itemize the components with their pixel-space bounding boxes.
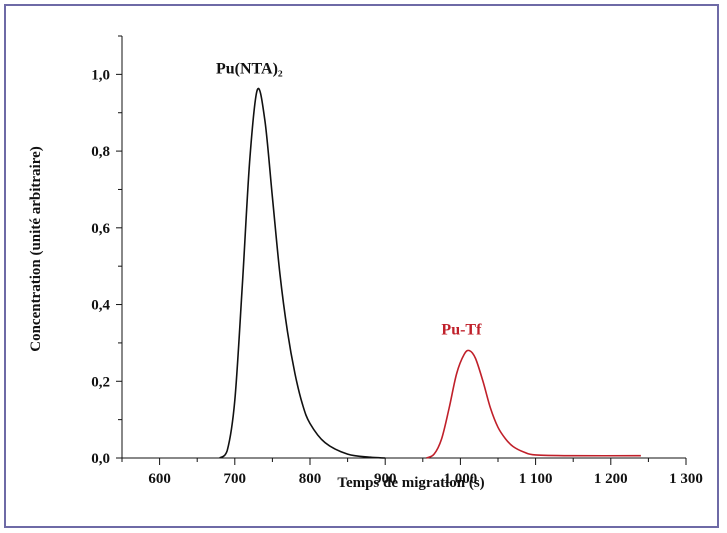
chart-frame: 600 700 800 900 1 000 1 100 1 200 1 300 0,0 0,2 0,… xyxy=(4,4,719,528)
x-tick-label: 900 xyxy=(374,471,397,487)
x-tick-label: 1 200 xyxy=(594,471,628,487)
series-line-1 xyxy=(219,87,386,459)
y-tick-label: 0,2 xyxy=(91,374,110,390)
chart-svg: 600 700 800 900 1 000 1 100 1 200 1 300 0,0 0,2 0,… xyxy=(28,35,703,491)
series-line-2 xyxy=(426,349,641,459)
axes: 600 700 800 900 1 000 1 100 1 200 1 300 0,0 0,2 0,… xyxy=(91,35,703,487)
annotations: Pu(NTA)₂ Pu-Tf xyxy=(216,61,482,339)
x-axis-title: Temps de migration (s) xyxy=(337,475,484,491)
x-tick-label: 600 xyxy=(148,471,171,487)
y-tick-label: 0,0 xyxy=(91,451,110,467)
x-tick-label: 1 300 xyxy=(669,471,703,487)
y-tick-label: 1,0 xyxy=(91,67,110,83)
y-axis-title: Concentration (unité arbitraire) xyxy=(28,146,44,352)
y-tick-label: 0,8 xyxy=(91,144,110,160)
x-tick-label: 1 000 xyxy=(444,471,478,487)
x-tick-label: 700 xyxy=(224,471,247,487)
series-label-2: Pu-Tf xyxy=(441,322,482,339)
y-tick-label: 0,6 xyxy=(91,221,110,237)
y-tick-label: 0,4 xyxy=(91,298,110,314)
series-layer xyxy=(219,87,641,459)
series-label-1: Pu(NTA)₂ xyxy=(216,61,283,78)
x-tick-label: 800 xyxy=(299,471,322,487)
x-tick-label: 1 100 xyxy=(519,471,553,487)
